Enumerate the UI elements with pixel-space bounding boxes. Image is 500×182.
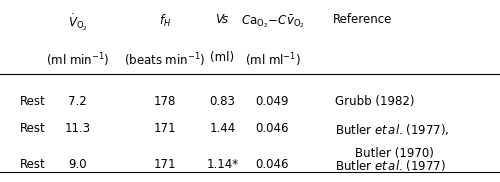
Text: Reference: Reference [333,13,392,26]
Text: Butler $\it{et\,al}$. (1977): Butler $\it{et\,al}$. (1977) [335,158,446,173]
Text: Butler (1970): Butler (1970) [355,147,434,159]
Text: 171: 171 [154,158,176,171]
Text: 11.3: 11.3 [64,122,90,135]
Text: Rest: Rest [20,122,46,135]
Text: $V\!\mathregular{s}$: $V\!\mathregular{s}$ [216,13,230,26]
Text: 0.046: 0.046 [256,122,289,135]
Text: $f_{\mathregular{H}}$: $f_{\mathregular{H}}$ [159,13,171,29]
Text: 0.046: 0.046 [256,158,289,171]
Text: $C\mathregular{a}_{\mathregular{O_2}}\!-\!C\bar{v}_{\mathregular{O_2}}$: $C\mathregular{a}_{\mathregular{O_2}}\!-… [240,13,304,30]
Text: 9.0: 9.0 [68,158,87,171]
Text: 1.44: 1.44 [210,122,236,135]
Text: 0.83: 0.83 [210,95,236,108]
Text: Rest: Rest [20,95,46,108]
Text: 1.14*: 1.14* [206,158,238,171]
Text: (beats min$^{-1}$): (beats min$^{-1}$) [124,51,206,69]
Text: 178: 178 [154,95,176,108]
Text: 7.2: 7.2 [68,95,87,108]
Text: (ml): (ml) [210,51,234,64]
Text: 0.049: 0.049 [256,95,289,108]
Text: $\dot{V}_{\mathregular{O_2}}$: $\dot{V}_{\mathregular{O_2}}$ [68,13,87,33]
Text: Rest: Rest [20,158,46,171]
Text: (ml min$^{-1}$): (ml min$^{-1}$) [46,51,109,69]
Text: Butler $\it{et\,al}$. (1977),: Butler $\it{et\,al}$. (1977), [335,122,450,137]
Text: (ml ml$^{-1}$): (ml ml$^{-1}$) [244,51,300,69]
Text: Grubb (1982): Grubb (1982) [335,95,414,108]
Text: 171: 171 [154,122,176,135]
